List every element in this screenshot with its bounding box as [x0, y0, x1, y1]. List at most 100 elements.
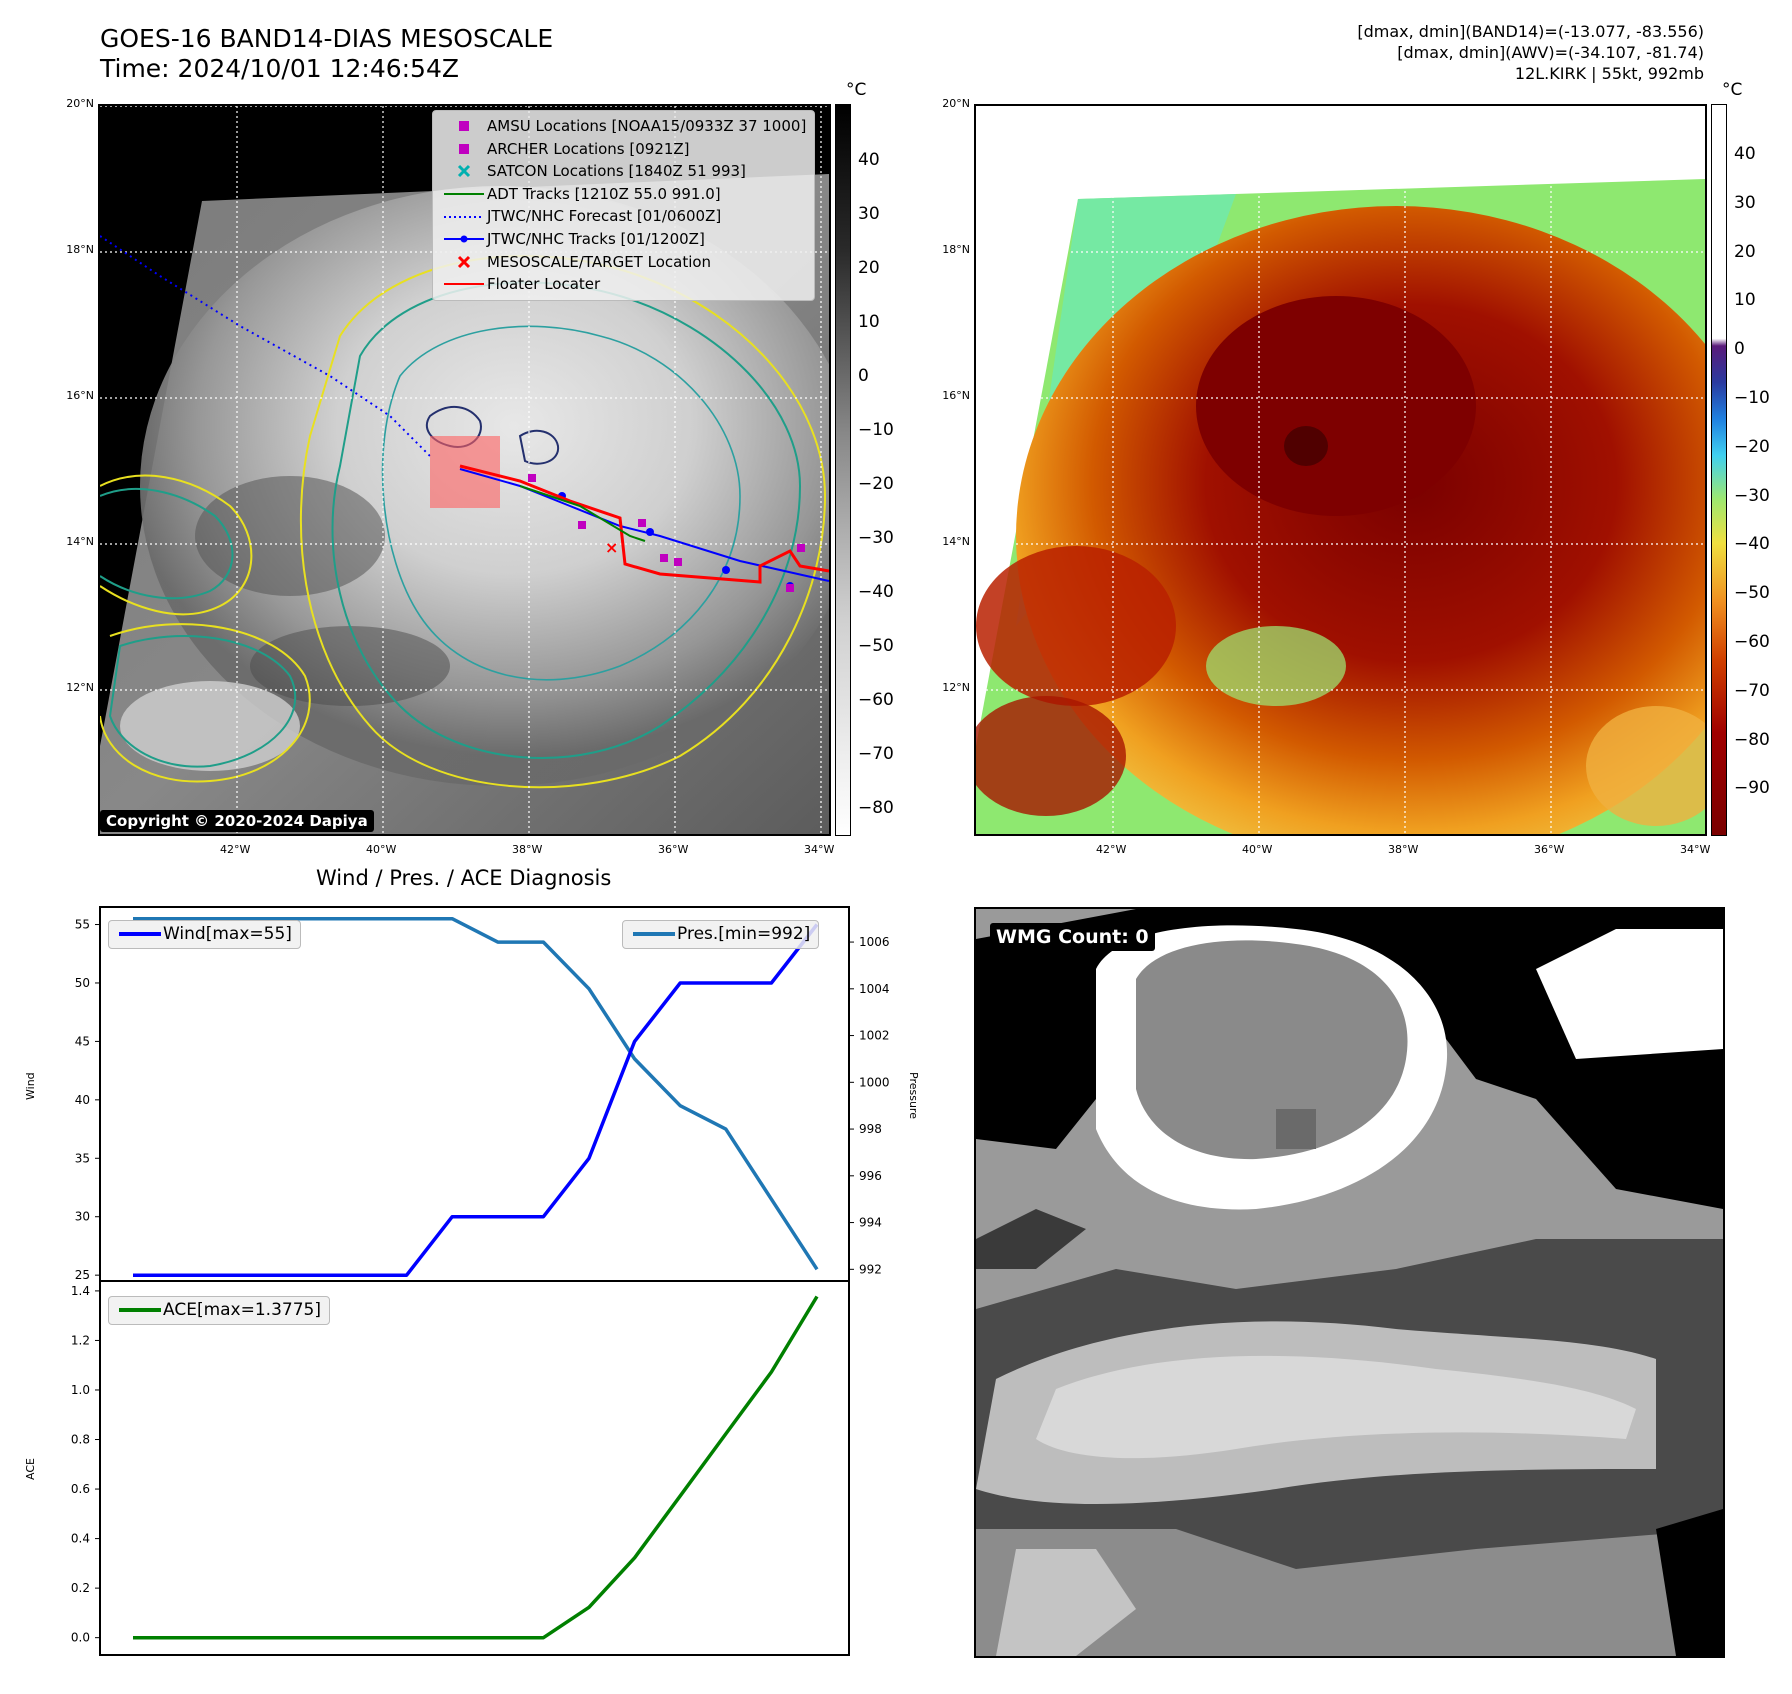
wind-tick-label: 35 — [75, 1151, 90, 1165]
wind-tick-label: 40 — [75, 1093, 90, 1107]
colorbar-left-tick: −60 — [858, 690, 894, 710]
ace-tick-label: 0.2 — [71, 1581, 90, 1595]
colorbar-right-tick: −10 — [1734, 388, 1770, 408]
diagnosis-charts: 25 30 35 40 45 50 55 992 994 996 998 1000 1002 1004 10… — [71, 906, 890, 1656]
lon-label-left: 40°W — [366, 843, 397, 856]
wind-series-line — [133, 923, 819, 1277]
wind-legend-label: Wind[max=55] — [163, 924, 292, 944]
colorbar-left-tick: 10 — [858, 312, 880, 332]
lat-label-left: 14°N — [66, 535, 94, 548]
ace-tick-label: 0.0 — [71, 1631, 90, 1645]
colorbar-right-unit: °C — [1722, 80, 1743, 100]
legend-entry: ARCHER Locations [0921Z] — [441, 138, 806, 161]
colorbar-right-tick: −80 — [1734, 729, 1770, 750]
colorbar-left-tick: 40 — [858, 150, 880, 170]
lat-label-left: 16°N — [66, 389, 94, 402]
copyright-badge: Copyright © 2020-2024 Dapiya — [100, 810, 374, 832]
legend-symbol-icon — [441, 191, 487, 197]
colorbar-right-tick: 10 — [1734, 290, 1756, 311]
lon-label-left: 42°W — [220, 843, 251, 856]
ace-series-line — [133, 1295, 819, 1640]
legend-entry: ADT Tracks [1210Z 55.0 991.0] — [441, 183, 806, 206]
ace-tick-label: 0.6 — [71, 1482, 90, 1496]
ace-axes-frame — [99, 1280, 850, 1656]
colorbar-right-tick: −30 — [1734, 485, 1770, 506]
legend-symbol-icon — [441, 281, 487, 287]
ace-tick-label: 1.2 — [71, 1333, 90, 1347]
lon-label-left: 34°W — [804, 843, 835, 856]
legend-symbol-icon — [441, 235, 487, 243]
pressure-tick-label: 1004 — [859, 982, 890, 996]
ace-legend-label: ACE[max=1.3775] — [163, 1300, 321, 1320]
diagnosis-title: Wind / Pres. / ACE Diagnosis — [316, 866, 612, 890]
lon-label-right: 34°W — [1680, 843, 1711, 856]
lat-label-right: 12°N — [942, 681, 970, 694]
wind-tick-label: 45 — [75, 1034, 90, 1048]
pressure-tick-label: 998 — [859, 1122, 882, 1136]
pressure-tick-label: 992 — [859, 1262, 882, 1276]
ace-tick-label: 1.0 — [71, 1383, 90, 1397]
colorbar-right-tick: −90 — [1734, 778, 1770, 799]
pressure-tick-label: 994 — [859, 1216, 882, 1230]
colorbar-right-tick: 30 — [1734, 192, 1756, 213]
legend-symbol-icon — [441, 214, 487, 220]
ace-axis-label: ACE — [24, 1458, 37, 1480]
legend-label: MESOSCALE/TARGET Location — [487, 252, 712, 271]
ir-map-image: × — [100, 106, 829, 834]
wind-axis-label: Wind — [24, 1072, 37, 1100]
colorbar-left-tick: −30 — [858, 528, 894, 548]
lat-label-left: 12°N — [66, 681, 94, 694]
legend-symbol-icon — [441, 164, 487, 178]
legend-label: JTWC/NHC Tracks [01/1200Z] — [487, 229, 705, 248]
pressure-tick-label: 996 — [859, 1169, 882, 1183]
colorbar-left-tick: −10 — [858, 420, 894, 440]
legend-symbol-icon — [441, 119, 487, 133]
legend-entry: JTWC/NHC Tracks [01/1200Z] — [441, 228, 806, 251]
lat-label-right: 18°N — [942, 243, 970, 256]
colorbar-right-tick: 40 — [1734, 144, 1756, 164]
figure-title-line1: GOES-16 BAND14-DIAS MESOSCALE — [100, 24, 554, 53]
colorbar-right-tick: −50 — [1734, 583, 1770, 604]
legend-symbol-icon — [441, 255, 487, 269]
colorbar-left-tick: 30 — [858, 204, 880, 224]
legend-label: Floater Locater — [487, 275, 601, 294]
awv-map-panel — [974, 104, 1707, 836]
legend-entry: SATCON Locations [1840Z 51 993] — [441, 160, 806, 183]
legend-entry: AMSU Locations [NOAA15/0933Z 37 1000] — [441, 115, 806, 138]
colorbar-left-tick: −40 — [858, 582, 894, 602]
colorbar-right-tick: 20 — [1734, 241, 1756, 262]
colorbar-left — [835, 104, 851, 836]
map-legend: AMSU Locations [NOAA15/0933Z 37 1000] ARC… — [432, 110, 816, 301]
ace-tick-label: 1.4 — [71, 1284, 90, 1298]
colorbar-left-tick: −70 — [858, 744, 894, 764]
wind-tick-label: 25 — [75, 1268, 90, 1282]
lon-label-right: 42°W — [1096, 843, 1127, 856]
wind-legend: Wind[max=55] — [108, 920, 301, 949]
lat-label-right: 20°N — [942, 97, 970, 110]
legend-symbol-icon — [441, 142, 487, 156]
ace-legend: ACE[max=1.3775] — [108, 1296, 330, 1325]
lat-label-right: 16°N — [942, 389, 970, 402]
legend-entry: JTWC/NHC Forecast [01/0600Z] — [441, 205, 806, 228]
ace-tick-label: 0.4 — [71, 1532, 90, 1546]
wind-tick-label: 55 — [75, 918, 90, 932]
colorbar-right-tick: −20 — [1734, 436, 1770, 457]
legend-label: AMSU Locations [NOAA15/0933Z 37 1000] — [487, 117, 807, 135]
colorbar-left-tick: 0 — [858, 366, 869, 386]
lat-label-left: 18°N — [66, 243, 94, 256]
legend-label: SATCON Locations [1840Z 51 993] — [487, 162, 746, 181]
wind-tick-label: 50 — [75, 976, 90, 990]
lat-label-left: 20°N — [66, 97, 94, 110]
legend-label: JTWC/NHC Forecast [01/0600Z] — [487, 207, 722, 226]
pressure-axis-label: Pressure — [907, 1072, 920, 1119]
lon-label-left: 36°W — [658, 843, 689, 856]
lon-label-right: 40°W — [1242, 843, 1273, 856]
awv-map-image — [976, 106, 1705, 834]
colorbar-right — [1711, 104, 1727, 836]
ir-map-panel: × AMSU Locations [NOAA15/0933Z 37 1000] A… — [98, 104, 831, 836]
ace-tick-label: 0.8 — [71, 1433, 90, 1447]
legend-entry: Floater Locater — [441, 273, 806, 296]
colorbar-right-tick: −60 — [1734, 632, 1770, 652]
pressure-legend: Pres.[min=992] — [622, 920, 820, 949]
wmg-count-badge: WMG Count: 0 — [990, 923, 1155, 951]
